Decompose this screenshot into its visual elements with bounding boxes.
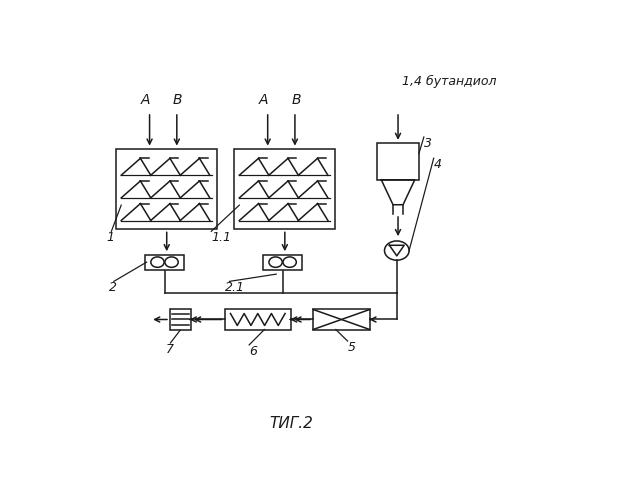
- Circle shape: [151, 257, 164, 268]
- Bar: [116, 148, 217, 230]
- Text: 5: 5: [347, 341, 356, 354]
- Bar: [264, 254, 302, 270]
- Text: A: A: [141, 94, 150, 108]
- Text: 2: 2: [109, 282, 117, 294]
- Bar: [313, 310, 370, 330]
- Circle shape: [165, 257, 178, 268]
- Text: B: B: [173, 94, 182, 108]
- Text: 2.1: 2.1: [225, 282, 244, 294]
- Text: 7: 7: [166, 343, 173, 356]
- Text: 4: 4: [434, 158, 442, 171]
- Text: 3: 3: [424, 137, 432, 150]
- Bar: [377, 143, 419, 180]
- Bar: [234, 148, 335, 230]
- Bar: [145, 254, 184, 270]
- Circle shape: [283, 257, 297, 268]
- Text: 1: 1: [107, 232, 114, 244]
- Bar: [170, 309, 190, 330]
- Text: 1.1: 1.1: [211, 232, 231, 244]
- Text: 1,4 бутандиол: 1,4 бутандиол: [402, 74, 496, 88]
- Text: A: A: [259, 94, 269, 108]
- Circle shape: [385, 241, 409, 260]
- Text: B: B: [291, 94, 300, 108]
- Text: 6: 6: [249, 345, 257, 358]
- Circle shape: [269, 257, 282, 268]
- Text: ΤИГ.2: ΤИГ.2: [269, 416, 313, 432]
- Bar: [225, 310, 291, 330]
